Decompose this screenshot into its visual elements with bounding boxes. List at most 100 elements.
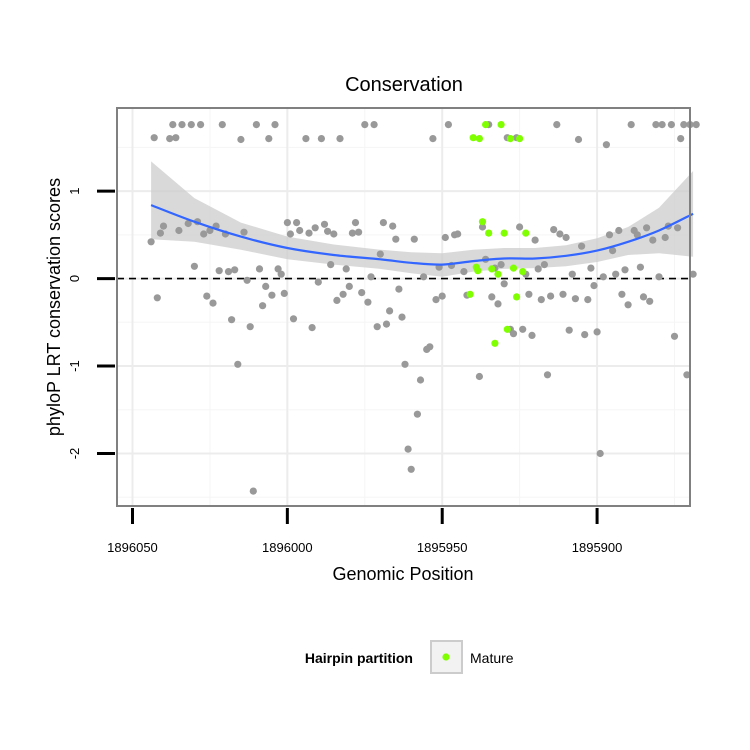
data-point-other — [658, 121, 666, 129]
y-tick-label: 0 — [67, 275, 82, 282]
data-point-other — [333, 296, 341, 304]
data-point-other — [568, 270, 576, 278]
data-point-other — [330, 230, 338, 238]
data-point-other — [364, 298, 372, 306]
data-point-other — [624, 301, 632, 309]
data-point-other — [187, 121, 195, 129]
data-point-other — [302, 135, 310, 143]
data-point-other — [203, 292, 211, 300]
data-point-other — [311, 224, 319, 232]
data-point-other — [153, 294, 161, 302]
data-point-other — [336, 135, 344, 143]
data-point-other — [534, 265, 542, 273]
data-point-other — [426, 343, 434, 351]
x-tick-label: 1895950 — [417, 540, 468, 555]
data-point-other — [655, 273, 663, 281]
data-point-other — [398, 313, 406, 321]
data-point-other — [438, 292, 446, 300]
data-point-other — [392, 235, 400, 243]
data-point-other — [643, 224, 651, 232]
data-point-other — [429, 135, 437, 143]
x-tick-label: 1896050 — [107, 540, 158, 555]
data-point-other — [590, 282, 598, 290]
data-point-other — [237, 135, 245, 144]
data-point-other — [197, 121, 205, 129]
data-point-mature — [500, 229, 508, 237]
data-point-other — [584, 296, 592, 304]
data-point-other — [348, 229, 356, 237]
data-point-mature — [466, 290, 474, 298]
data-point-other — [661, 233, 669, 242]
data-point-other — [652, 121, 660, 129]
data-point-other — [494, 300, 502, 308]
data-point-other — [581, 331, 589, 339]
data-point-other — [670, 332, 679, 340]
data-point-other — [218, 121, 226, 129]
data-point-other — [231, 266, 239, 274]
data-point-other — [265, 135, 273, 143]
data-point-other — [308, 324, 316, 332]
data-point-other — [500, 280, 508, 288]
data-point-other — [327, 261, 335, 269]
data-point-other — [574, 135, 583, 144]
data-point-other — [280, 289, 288, 297]
data-point-other — [169, 121, 177, 129]
data-point-other — [382, 320, 391, 328]
data-point-other — [166, 135, 174, 143]
data-point-mature — [516, 135, 524, 143]
data-point-other — [478, 223, 487, 231]
data-point-other — [389, 222, 397, 230]
data-point-other — [228, 316, 236, 324]
data-point-other — [667, 121, 676, 129]
y-axis-label: phyloP LRT conservation scores — [44, 178, 64, 436]
data-point-other — [444, 121, 452, 129]
x-tick-label: 1895900 — [572, 540, 623, 555]
data-point-other — [553, 121, 561, 129]
data-point-other — [618, 290, 626, 298]
data-point-other — [259, 302, 267, 310]
legend: Hairpin partition Mature — [305, 640, 514, 674]
data-point-other — [689, 270, 697, 278]
data-point-other — [370, 121, 378, 129]
data-point-other — [609, 247, 617, 255]
data-point-other — [525, 290, 533, 298]
data-point-other — [320, 220, 329, 228]
plot-panel — [117, 108, 690, 506]
data-point-other — [289, 315, 298, 323]
data-point-other — [255, 265, 264, 273]
data-point-other — [200, 230, 208, 238]
data-point-other — [234, 360, 242, 368]
data-point-other — [639, 293, 648, 301]
data-point-other — [578, 242, 586, 250]
data-point-other — [519, 325, 527, 333]
data-point-mature — [494, 270, 502, 278]
data-point-other — [175, 226, 183, 235]
data-point-other — [351, 219, 360, 227]
data-point-other — [376, 250, 384, 258]
legend-title: Hairpin partition — [305, 650, 413, 666]
data-point-other — [305, 229, 313, 237]
data-point-mature — [519, 268, 527, 276]
data-point-other — [565, 326, 573, 334]
data-point-other — [636, 263, 645, 271]
data-point-other — [395, 285, 403, 293]
data-point-other — [262, 282, 270, 290]
data-point-other — [339, 290, 347, 298]
data-point-other — [150, 134, 158, 142]
x-tick-label: 1896000 — [262, 540, 313, 555]
x-axis: 1896050 1896000 1895950 1895900 — [107, 508, 622, 555]
y-tick-label: 1 — [67, 187, 82, 194]
data-point-other — [571, 295, 580, 303]
data-point-other — [612, 270, 620, 278]
data-point-other — [599, 273, 607, 281]
data-point-mature — [506, 135, 514, 143]
data-point-other — [342, 265, 350, 273]
data-point-mature — [475, 135, 483, 143]
data-point-other — [621, 266, 629, 274]
data-point-other — [615, 226, 623, 235]
data-point-other — [677, 135, 685, 143]
data-point-other — [379, 219, 387, 227]
data-point-other — [646, 297, 654, 305]
data-point-other — [249, 487, 257, 495]
data-point-mature — [503, 325, 511, 333]
